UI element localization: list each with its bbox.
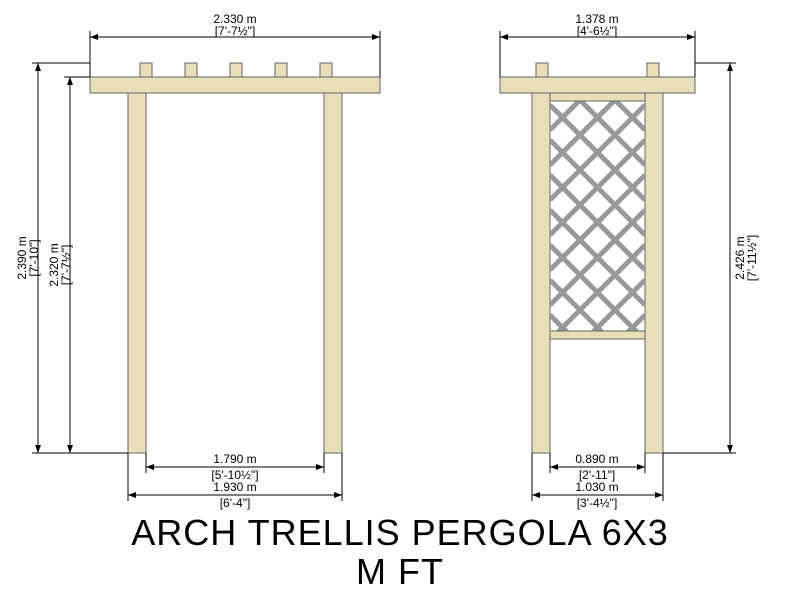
side-height-ft: [7'-11½"] [745, 235, 759, 281]
front-height-total-ft: [7'-10"] [27, 239, 41, 276]
front-view-group: 2.330 m [7'-7½"] 1.790 m [5'-10½"] 1.930… [15, 12, 380, 510]
side-top-beam [500, 77, 695, 93]
front-top-width-ft: [7'-7½"] [215, 24, 256, 38]
side-outer-width-ft: [3'-4½"] [577, 496, 618, 510]
front-top-beam [90, 77, 380, 93]
side-outer-width-m: 1.030 m [575, 480, 618, 494]
title-line-1: ARCH TRELLIS PERGOLA 6X3 [0, 513, 800, 553]
side-left-post [532, 93, 550, 453]
front-left-post [128, 93, 146, 453]
front-right-post [324, 93, 342, 453]
title-line-2: M FT [0, 552, 800, 592]
side-top-width-ft: [4'-6½"] [577, 24, 618, 38]
side-view-group: 1.378 m [4'-6½"] 0.890 m [2'-11"] 1.030 … [500, 12, 759, 510]
front-outer-width-ft: [6'-4"] [220, 496, 251, 510]
front-height-inner-ft: [7'-7½"] [59, 245, 73, 286]
front-inner-width-m: 1.790 m [213, 452, 256, 466]
side-right-post [645, 93, 663, 453]
diagram-svg: 2.330 m [7'-7½"] 1.790 m [5'-10½"] 1.930… [0, 0, 800, 510]
front-outer-width-m: 1.930 m [213, 480, 256, 494]
side-inner-width-m: 0.890 m [575, 452, 618, 466]
drawing-title: ARCH TRELLIS PERGOLA 6X3 M FT [0, 513, 800, 592]
technical-drawing: 2.330 m [7'-7½"] 1.790 m [5'-10½"] 1.930… [0, 0, 800, 600]
